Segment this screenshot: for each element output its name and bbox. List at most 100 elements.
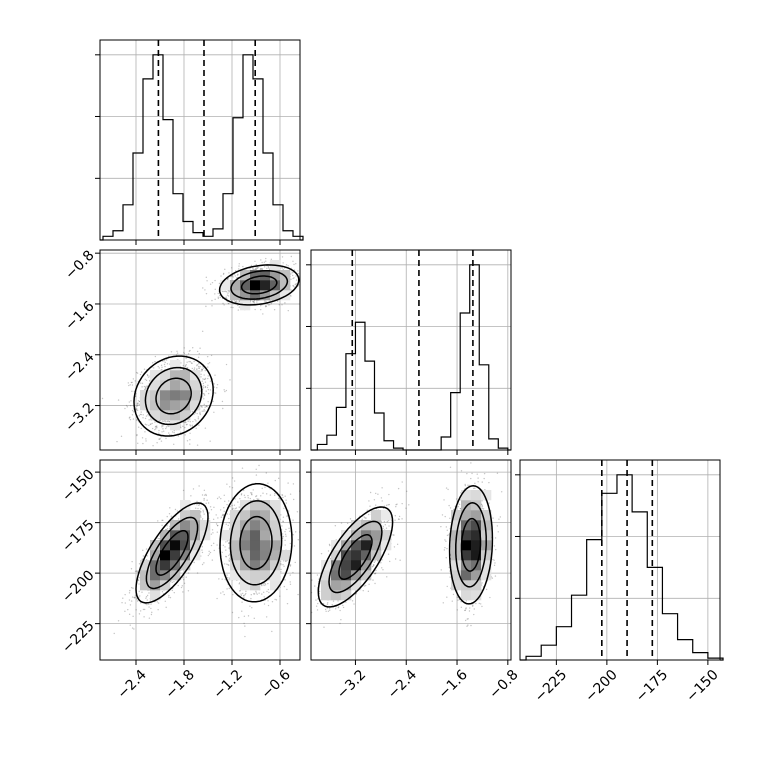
sample-point — [250, 264, 253, 267]
sample-point — [195, 427, 197, 429]
sample-point — [128, 592, 131, 594]
sample-point — [199, 347, 201, 349]
sample-point — [139, 610, 142, 612]
density-cell — [170, 420, 181, 431]
sample-point — [186, 440, 189, 442]
sample-point — [120, 435, 123, 438]
sample-point — [187, 590, 190, 592]
sample-point — [138, 415, 141, 417]
sample-point — [196, 350, 199, 353]
sample-point — [207, 388, 210, 391]
sample-point — [151, 611, 153, 614]
sample-point — [132, 587, 134, 589]
sample-point — [207, 384, 209, 386]
sample-point — [203, 374, 205, 376]
sample-point — [218, 496, 220, 498]
sample-point — [147, 414, 149, 416]
sample-point — [146, 555, 148, 557]
sample-point — [176, 352, 179, 354]
sample-point — [295, 275, 297, 277]
sample-point — [222, 302, 224, 305]
sample-point — [140, 411, 142, 413]
sample-point — [230, 267, 233, 269]
density-cell — [150, 390, 161, 401]
sample-point — [124, 407, 126, 410]
sample-point — [218, 578, 220, 580]
sample-point — [150, 607, 152, 610]
sample-point — [136, 403, 139, 405]
sample-point — [148, 603, 150, 606]
sample-point — [166, 363, 169, 365]
sample-point — [145, 387, 147, 390]
sample-point — [199, 366, 201, 368]
sample-point — [234, 275, 236, 277]
density-cell — [280, 270, 291, 281]
sample-point — [206, 405, 208, 408]
sample-point — [152, 367, 155, 369]
sample-point — [225, 290, 228, 293]
sample-point — [203, 562, 205, 564]
sample-point — [278, 304, 281, 306]
sample-point — [177, 435, 180, 437]
sample-point — [161, 368, 163, 371]
sample-point — [222, 591, 224, 593]
sample-point — [193, 561, 195, 564]
sample-point — [282, 262, 284, 264]
sample-point — [163, 420, 165, 423]
sample-point — [131, 384, 134, 386]
sample-point — [140, 413, 143, 416]
sample-point — [157, 520, 159, 522]
sample-point — [211, 529, 214, 531]
sample-point — [137, 426, 140, 428]
sample-point — [154, 360, 156, 363]
sample-point — [158, 429, 160, 432]
sample-point — [161, 426, 163, 428]
sample-point — [136, 408, 138, 410]
sample-point — [290, 295, 292, 297]
sample-point — [217, 296, 219, 298]
sample-point — [196, 504, 198, 506]
sample-point — [156, 427, 158, 429]
sample-point — [139, 413, 142, 416]
sample-point — [223, 389, 225, 391]
sample-point — [201, 368, 203, 371]
sample-point — [182, 591, 184, 593]
sample-point — [146, 411, 148, 413]
sample-point — [134, 395, 137, 398]
sample-point — [229, 379, 231, 381]
sample-point — [168, 594, 170, 597]
sample-point — [131, 627, 134, 629]
sample-point — [217, 292, 219, 295]
sample-point — [199, 413, 202, 416]
sample-point — [252, 267, 254, 270]
sample-point — [213, 383, 215, 385]
sample-point — [214, 392, 217, 394]
sample-point — [293, 263, 295, 266]
sample-point — [199, 411, 201, 413]
sample-point — [230, 306, 232, 309]
sample-point — [165, 359, 168, 361]
sample-point — [141, 591, 143, 593]
sample-point — [198, 503, 201, 506]
sample-point — [136, 434, 138, 437]
sample-point — [238, 306, 241, 308]
sample-point — [170, 515, 173, 517]
sample-point — [252, 300, 254, 303]
sample-point — [211, 281, 214, 284]
sample-point — [161, 420, 164, 422]
density-cell — [250, 280, 261, 291]
sample-point — [287, 482, 289, 484]
sample-point — [186, 367, 189, 369]
sample-point — [268, 267, 270, 269]
sample-point — [142, 417, 144, 419]
sample-point — [185, 357, 187, 360]
sample-point — [130, 600, 133, 602]
sample-point — [203, 393, 206, 395]
sample-point — [185, 363, 187, 366]
sample-point — [165, 421, 167, 423]
sample-point — [204, 406, 206, 408]
hist-2-frame — [310, 249, 512, 451]
sample-point — [205, 405, 208, 407]
sample-point — [128, 613, 131, 616]
sample-point — [228, 302, 230, 305]
